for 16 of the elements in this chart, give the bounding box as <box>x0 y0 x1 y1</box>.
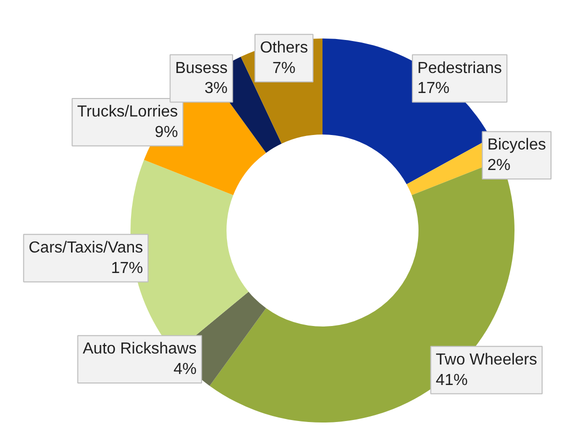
data-label: 9% <box>154 124 178 141</box>
data-label: 17% <box>111 260 144 277</box>
slice-label: Two Wheelers <box>436 351 538 368</box>
slice-label: Bicycles <box>487 136 546 154</box>
data-label: 3% <box>204 80 228 98</box>
data-label: 17% <box>417 80 450 98</box>
data-label: 7% <box>272 60 296 77</box>
data-label: 2% <box>487 156 510 174</box>
slice-label: Trucks/Lorries <box>77 104 178 121</box>
slice-label: Busess <box>175 60 228 77</box>
slice-label: Pedestrians <box>417 60 502 77</box>
slice-label: Auto Rickshaws <box>82 340 197 358</box>
slice-label: Others <box>260 39 308 56</box>
data-label: 41% <box>436 372 468 389</box>
slice-label: Cars/Taxis/Vans <box>28 239 144 256</box>
data-label: 4% <box>173 360 197 378</box>
